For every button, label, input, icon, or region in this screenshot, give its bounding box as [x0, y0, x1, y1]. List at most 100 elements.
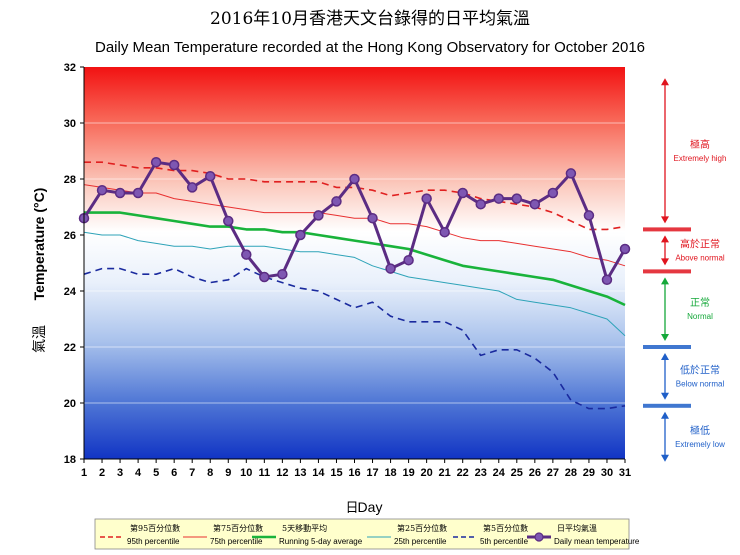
- band-arrowhead-down: [661, 392, 669, 400]
- series-layer: [78, 156, 631, 410]
- band-arrowhead-up: [661, 277, 669, 285]
- band-threshold-marker: [643, 345, 691, 349]
- legend-label-zh-p25: 第25百分位數: [397, 523, 447, 533]
- y-axis-label-en: Temperature (°C): [31, 188, 47, 301]
- daily-marker: [547, 187, 559, 199]
- daily-marker: [457, 187, 468, 199]
- legend: 第95百分位數 95th percentile 第75百分位數 75th percen…: [94, 518, 640, 550]
- daily-marker: [349, 173, 360, 185]
- legend-label-zh-p75: 第75百分位數: [213, 523, 263, 533]
- x-tick-label: 19: [402, 467, 414, 479]
- daily-marker: [96, 184, 108, 196]
- band-threshold-marker: [643, 403, 691, 408]
- legend-label-daily: Daily mean temperature: [554, 537, 640, 546]
- daily-marker: [385, 263, 396, 274]
- band-threshold-marker: [643, 269, 691, 274]
- x-axis-label-en: Day: [358, 499, 383, 515]
- x-tick-label: 2: [99, 467, 105, 479]
- legend-label-zh-p95: 第95百分位數: [130, 523, 180, 533]
- legend-label-zh-daily: 日平均氣溫: [557, 523, 597, 533]
- x-tick-label: 13: [294, 467, 306, 479]
- x-tick-label: 7: [189, 467, 195, 479]
- daily-marker: [367, 212, 378, 224]
- plot-area: [84, 67, 625, 459]
- x-tick-label: 31: [619, 467, 631, 479]
- band-label-en-extreme_low: Extremely low: [675, 440, 725, 449]
- x-tick-label: 15: [330, 467, 342, 479]
- chart-title-en: Daily Mean Temperature recorded at the H…: [95, 39, 645, 56]
- y-tick-label: 26: [64, 230, 76, 242]
- daily-marker: [277, 268, 288, 280]
- daily-marker: [168, 159, 180, 171]
- x-tick-label: 4: [135, 467, 142, 479]
- legend-label-zh-p5: 第5百分位數: [483, 523, 528, 533]
- y-tick-label: 28: [64, 174, 76, 186]
- y-tick-label: 22: [64, 342, 76, 354]
- band-label-en-extreme_high: Extremely high: [674, 154, 727, 163]
- y-tick-label: 24: [64, 286, 77, 298]
- legend-label-p5: 5th percentile: [480, 537, 529, 546]
- band-arrowhead-down: [661, 258, 669, 266]
- daily-marker: [204, 170, 216, 182]
- band-label-zh-normal: 正常: [690, 296, 710, 309]
- daily-marker: [313, 210, 324, 221]
- x-tick-label: 23: [475, 467, 487, 479]
- daily-marker: [114, 187, 126, 199]
- y-tick-label: 30: [64, 118, 76, 130]
- x-tick-label: 14: [312, 467, 325, 479]
- legend-label-p75: 75th percentile: [210, 537, 263, 546]
- y-axis-label-group: 氣溫 Temperature (°C): [31, 188, 48, 353]
- legend-label-p95: 95th percentile: [127, 537, 180, 546]
- band-arrowhead-down: [661, 216, 669, 224]
- x-tick-label: 18: [384, 467, 396, 479]
- band-arrowhead-up: [661, 353, 669, 360]
- series-line-running: [84, 211, 626, 307]
- daily-marker: [186, 182, 198, 193]
- y-tick-label: 18: [64, 454, 76, 466]
- x-tick-label: 17: [366, 467, 378, 479]
- daily-marker: [421, 193, 432, 204]
- band-threshold-marker: [643, 227, 691, 232]
- daily-marker: [223, 215, 234, 227]
- daily-marker: [295, 229, 306, 241]
- band-label-zh-extreme_high: 極高: [690, 138, 710, 151]
- daily-marker: [259, 271, 270, 283]
- y-tick-label: 32: [64, 62, 76, 74]
- x-tick-label: 11: [259, 467, 271, 479]
- x-tick-label: 24: [493, 467, 506, 479]
- daily-marker: [511, 193, 523, 204]
- band-arrowhead-down: [661, 334, 669, 341]
- daily-marker: [565, 168, 577, 179]
- x-tick-label: 6: [171, 467, 177, 479]
- y-tick-label: 20: [64, 398, 76, 410]
- x-tick-label: 1: [81, 467, 87, 479]
- daily-marker: [475, 198, 486, 210]
- x-tick-label: 28: [565, 467, 577, 479]
- legend-marker-daily: [534, 532, 544, 542]
- band-arrowhead-up: [661, 235, 669, 243]
- daily-marker: [583, 210, 595, 221]
- band-label-en-above_normal: Above normal: [675, 253, 725, 262]
- daily-marker: [132, 187, 144, 199]
- daily-marker: [241, 249, 252, 260]
- x-tick-label: 3: [117, 467, 123, 479]
- x-axis-label-zh: 日: [345, 501, 358, 516]
- x-tick-label: 26: [529, 467, 541, 479]
- band-label-en-normal: Normal: [687, 312, 713, 321]
- x-tick-label: 29: [583, 467, 595, 479]
- daily-marker: [150, 156, 162, 168]
- series-line-p25: [83, 231, 626, 337]
- daily-marker: [439, 226, 450, 238]
- x-tick-label: 16: [348, 467, 360, 479]
- daily-marker: [403, 254, 414, 266]
- band-label-zh-below_normal: 低於正常: [680, 363, 720, 376]
- y-axis-label-zh: 氣溫: [32, 325, 48, 353]
- x-tick-label: 12: [276, 467, 288, 479]
- daily-marker: [619, 243, 631, 255]
- band-arrowhead-up: [661, 78, 669, 86]
- band-arrowhead-up: [661, 411, 669, 419]
- series-line-p75: [83, 184, 626, 267]
